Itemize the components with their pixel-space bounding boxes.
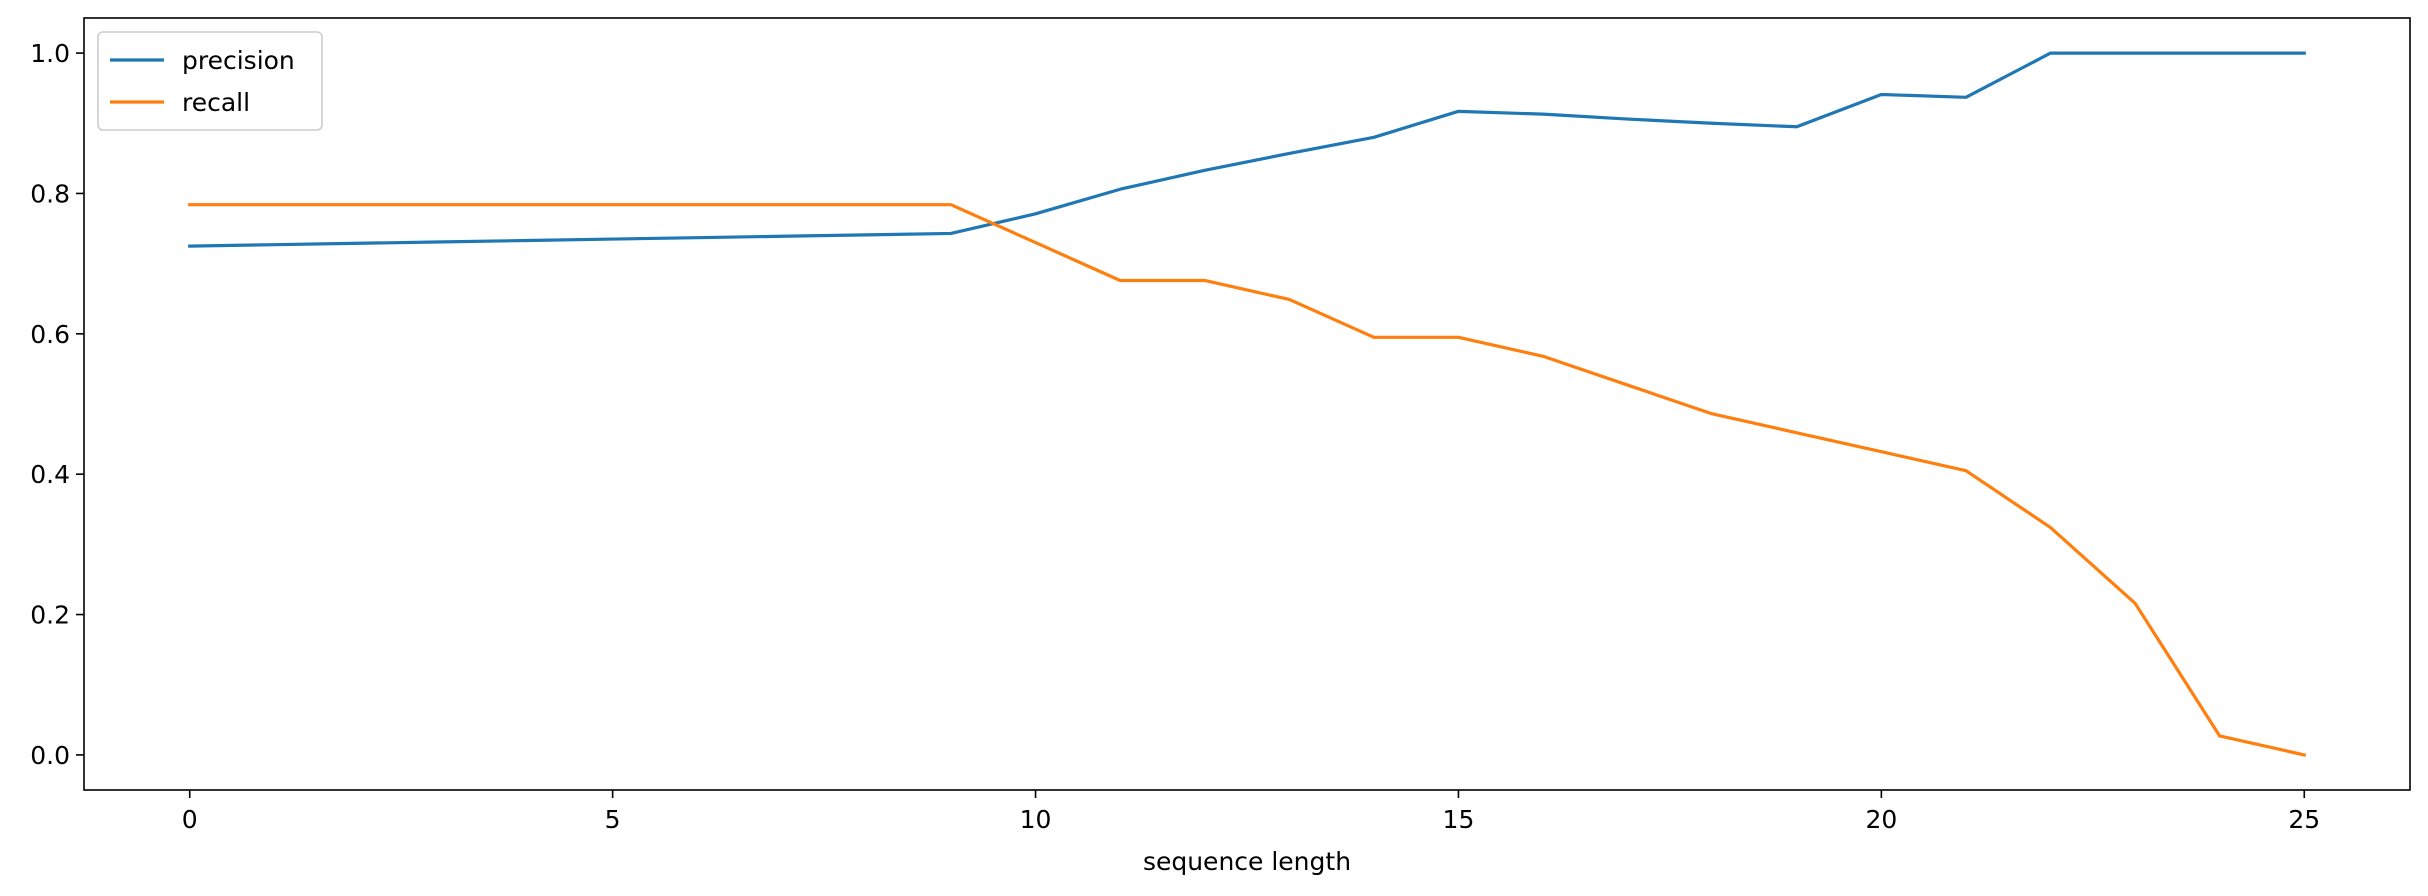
recall-line bbox=[188, 203, 2307, 757]
plot-lines bbox=[188, 51, 2307, 757]
axes-frame bbox=[83, 17, 2411, 791]
y-tick-label: 1.0 bbox=[30, 39, 70, 68]
precision-line bbox=[188, 51, 2306, 248]
legend: precision recall bbox=[97, 31, 323, 131]
x-tick-label: 20 bbox=[1865, 805, 1897, 834]
y-tick-label: 0.2 bbox=[30, 601, 70, 630]
x-tick-label: 5 bbox=[605, 805, 621, 834]
legend-box bbox=[97, 31, 323, 131]
x-tick-label: 10 bbox=[1020, 805, 1052, 834]
y-axis-ticks: 0.0 0.2 0.4 0.6 0.8 1.0 bbox=[30, 39, 84, 770]
x-tick-label: 0 bbox=[182, 805, 198, 834]
x-axis-label: sequence length bbox=[1143, 847, 1351, 876]
x-tick-label: 25 bbox=[2288, 805, 2320, 834]
x-tick-label: 15 bbox=[1443, 805, 1475, 834]
y-tick-label: 0.0 bbox=[30, 741, 70, 770]
legend-label-recall: recall bbox=[182, 88, 250, 117]
y-tick-label: 0.8 bbox=[30, 179, 70, 208]
y-tick-label: 0.4 bbox=[30, 460, 70, 489]
x-axis-ticks: 0 5 10 15 20 25 bbox=[182, 790, 2320, 834]
legend-label-precision: precision bbox=[182, 46, 295, 75]
y-tick-label: 0.6 bbox=[30, 320, 70, 349]
